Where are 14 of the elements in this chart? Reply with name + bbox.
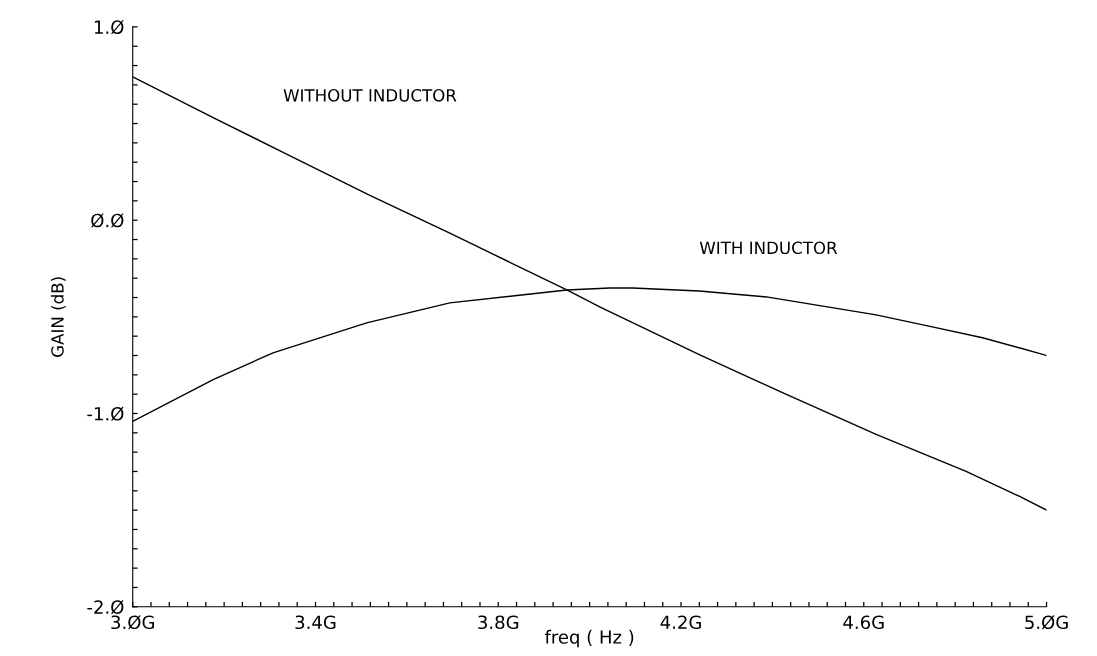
- x-tick-label: 4.2G: [660, 615, 701, 630]
- x-tick-label: 5.ØG: [1025, 615, 1068, 630]
- x-tick-label: 4.6G: [843, 615, 884, 630]
- y-tick-label: Ø.Ø: [91, 213, 124, 228]
- x-tick-label: 3.ØG: [111, 615, 154, 630]
- y-tick-label: -2.Ø: [87, 599, 124, 615]
- y-axis-title: GAIN (dB): [50, 277, 66, 357]
- y-tick-label: -1.Ø: [87, 406, 124, 421]
- x-axis-title: freq ( Hz ): [544, 629, 634, 648]
- text: WITHOUT INDUCTOR: [283, 89, 457, 102]
- y-tick-label: 1.Ø: [94, 20, 124, 35]
- text: WITH INDUCTOR: [699, 241, 838, 255]
- x-tick-label: 3.8G: [478, 615, 519, 630]
- x-tick-label: 3.4G: [295, 615, 336, 630]
